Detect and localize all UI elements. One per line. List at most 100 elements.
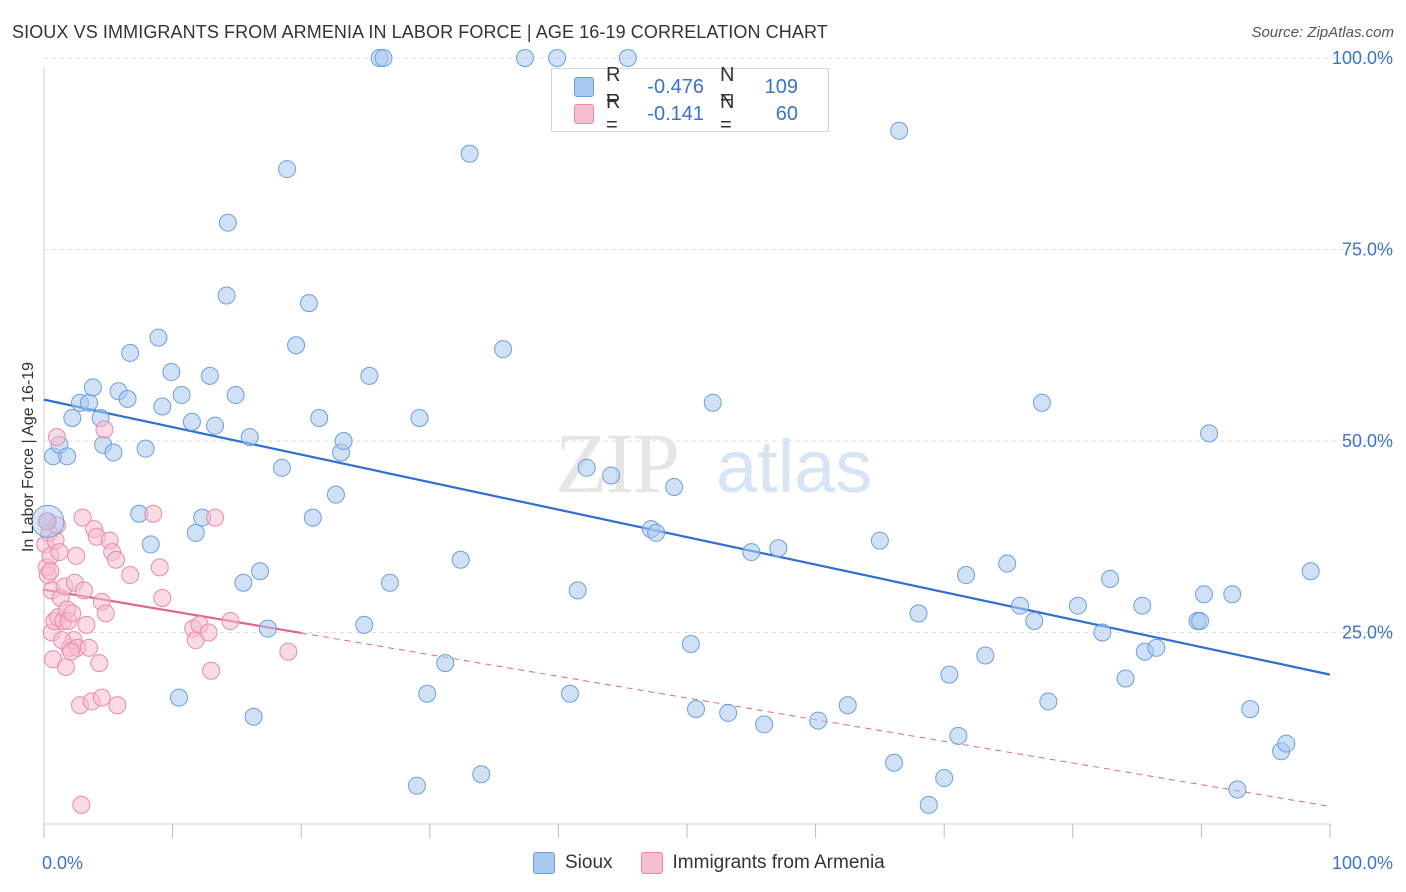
point-sioux [1025,612,1044,631]
point-armenia [206,508,225,527]
point-sioux [360,366,379,385]
legend-r-value: -0.141 [647,102,704,125]
legend-n-label: N = [720,91,735,136]
legend-item-sioux[interactable]: Sioux [533,852,613,874]
watermark-atlas: atlas [716,425,872,508]
point-sioux [206,416,225,435]
point-armenia [221,612,240,631]
point-sioux [1194,585,1213,604]
point-sioux [1011,596,1030,615]
point-sioux [303,508,322,527]
point-armenia [47,428,66,447]
y-tick-label: 50.0% [1342,431,1393,451]
point-sioux [278,160,297,179]
legend-row-armenia: R = -0.141 N = 60 [574,91,798,136]
point-armenia [108,696,127,715]
point-sioux [251,562,270,581]
point-sioux [355,615,374,634]
point-armenia [153,589,172,608]
point-sioux [182,412,201,431]
point-sioux [809,711,828,730]
point-sioux [665,477,684,496]
point-armenia [279,642,298,661]
source-credit: Source: ZipAtlas.com [1251,24,1394,41]
point-armenia [107,550,126,569]
stats-legend: R = -0.476 N = 109 R = -0.141 N = 60 [551,64,829,136]
point-sioux [719,703,738,722]
point-armenia [144,504,163,523]
point-sioux [418,684,437,703]
point-sioux [58,447,77,466]
watermark-zip: ZIP [555,415,678,511]
point-armenia [202,661,221,680]
point-armenia [67,546,86,565]
point-armenia [72,795,91,814]
point-sioux [380,573,399,592]
point-sioux [436,654,455,673]
axes [43,68,1331,838]
point-sioux [1133,596,1152,615]
point-sioux [1200,424,1219,443]
legend-swatch-armenia [574,104,594,124]
point-sioux [136,439,155,458]
point-sioux [769,539,788,558]
point-sioux [310,409,329,428]
point-sioux [577,458,596,477]
point-armenia [74,581,93,600]
point-sioux [909,604,928,623]
point-sioux [494,340,513,359]
point-sioux [217,286,236,305]
point-sioux [949,726,968,745]
point-armenia [96,604,115,623]
point-armenia [77,615,96,634]
point-armenia [121,566,140,585]
point-armenia [37,512,56,531]
point-sioux [1147,638,1166,657]
y-tick-labels: 25.0% 50.0% 75.0% 100.0% [1332,48,1393,643]
legend-r-label: R = [606,64,621,109]
legend-n-value: 109 [764,75,798,98]
point-sioux [258,619,277,638]
point-sioux [460,144,479,163]
point-sioux [548,49,567,67]
series-legend: Sioux Immigrants from Armenia [533,852,913,874]
legend-r-label: R = [606,91,621,136]
point-sioux [1301,562,1320,581]
point-sioux [1068,596,1087,615]
point-armenia [80,638,99,657]
point-sioux [919,795,938,814]
legend-swatch-sioux [533,852,555,874]
point-armenia [62,642,81,661]
point-sioux [1223,585,1242,604]
point-sioux [687,700,706,719]
trend-line-sioux [43,398,1331,676]
point-sioux [1277,734,1296,753]
point-sioux [272,458,291,477]
point-sioux [80,393,99,412]
point-sioux [244,707,263,726]
point-sioux [200,366,219,385]
point-sioux [1039,692,1058,711]
y-tick-label: 25.0% [1342,623,1393,643]
point-sioux [1228,780,1247,799]
point-sioux [647,523,666,542]
point-sioux [334,432,353,450]
legend-r-value: -0.476 [647,75,704,98]
point-sioux [63,409,82,428]
point-sioux [703,393,722,412]
point-sioux [618,49,637,67]
point-sioux [172,386,191,405]
point-armenia [63,604,82,623]
legend-item-armenia[interactable]: Immigrants from Armenia [640,852,885,874]
y-tick-label: 100.0% [1332,48,1393,68]
point-armenia [95,420,114,439]
y-axis-label: In Labor Force | Age 16-19 [20,362,37,552]
point-sioux [1116,669,1135,688]
point-armenia [73,508,92,527]
legend-label-armenia: Immigrants from Armenia [672,852,885,873]
point-sioux [998,554,1017,573]
legend-row-sioux: R = -0.476 N = 109 [574,64,798,109]
point-sioux-cluster [31,504,65,538]
point-sioux [940,665,959,684]
